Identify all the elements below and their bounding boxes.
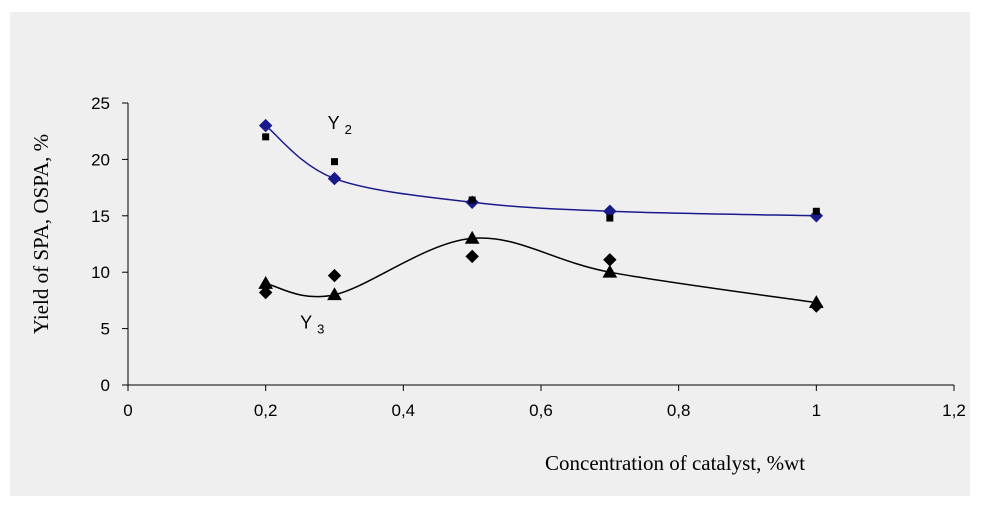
y-tick-label: 0 <box>101 376 110 395</box>
x-tick-label: 0,8 <box>667 401 691 420</box>
chart-area <box>10 12 970 496</box>
data-point-series-3 <box>602 264 618 278</box>
data-point-series-2 <box>468 196 476 204</box>
data-point-series-1 <box>327 171 342 186</box>
data-point-series-2 <box>606 214 614 222</box>
data-point-series-4 <box>258 285 273 300</box>
data-point-series-4 <box>809 299 824 313</box>
data-points <box>258 118 824 313</box>
x-axis-title: Concentration of catalyst, %wt <box>545 451 805 475</box>
y-axis-title: Yield of SPA, OSPA, % <box>29 134 53 334</box>
trendline-series-3 <box>265 237 817 304</box>
data-point-series-3 <box>464 230 480 244</box>
axes: 0 5 10 15 20 25 0 0,2 0,4 0,6 0,8 1 1,2 <box>91 94 966 420</box>
trendlines <box>265 124 817 304</box>
trendline-series-1 <box>265 124 817 217</box>
data-point-series-4 <box>327 268 342 283</box>
y-ticks: 0 5 10 15 20 25 <box>91 94 128 395</box>
x-tick-label: 0 <box>123 401 132 420</box>
x-tick-label: 0,6 <box>529 401 553 420</box>
y-tick-label: 15 <box>91 207 110 226</box>
data-point-series-2 <box>262 133 270 141</box>
data-point-series-4 <box>465 249 479 264</box>
data-point-series-4 <box>603 253 617 267</box>
data-point-series-2 <box>331 158 338 166</box>
annotations: Y 2 Y 3 <box>300 113 352 337</box>
y-tick-label: 25 <box>91 94 110 113</box>
y-tick-label: 20 <box>91 150 110 169</box>
y-tick-label: 5 <box>101 320 110 339</box>
x-ticks: 0 0,2 0,4 0,6 0,8 1 1,2 <box>123 385 966 420</box>
data-point-series-1 <box>258 118 273 133</box>
data-point-series-3 <box>327 287 342 301</box>
x-tick-label: 0,2 <box>254 401 278 420</box>
x-tick-label: 0,4 <box>392 401 416 420</box>
x-tick-label: 1 <box>812 401 821 420</box>
x-tick-label: 1,2 <box>942 401 966 420</box>
data-point-series-2 <box>812 207 820 215</box>
y-tick-label: 10 <box>91 263 110 282</box>
